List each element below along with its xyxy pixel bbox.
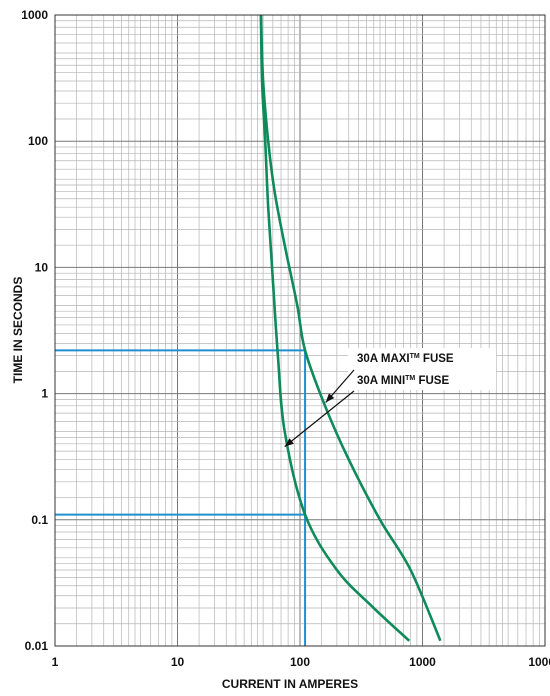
annotation-background (348, 348, 496, 390)
y-tick-label: 100 (28, 134, 48, 148)
series-line-mini-fuse (259, 14, 411, 642)
x-tick-label: 1000 (409, 655, 436, 669)
annotation-arrowhead (325, 393, 335, 403)
annotation-mini-fuse: 30A MINITM FUSE (357, 375, 449, 387)
y-tick-label: 0.01 (25, 639, 49, 653)
annotation-arrowhead (284, 438, 294, 447)
ticks: 1 10 100 1000 10000 0.01 0.1 1 10 100 1000 (21, 8, 550, 669)
x-tick-label: 1 (52, 655, 59, 669)
y-tick-label: 1 (41, 387, 48, 401)
annotation-maxi-fuse: 30A MAXITM FUSE (357, 353, 454, 365)
y-tick-label: 0.1 (31, 513, 48, 527)
x-tick-label: 10 (171, 655, 185, 669)
reference-lines (55, 349, 307, 646)
series-line-maxi-fuse (259, 14, 442, 642)
x-tick-label: 100 (290, 655, 310, 669)
series-layer (259, 14, 442, 642)
plot-frame (54, 14, 546, 647)
annotation-arrow-line (284, 390, 355, 448)
y-tick-label: 1000 (21, 8, 48, 22)
annotation-arrows (284, 369, 355, 448)
x-axis-label: CURRENT IN AMPERES (222, 677, 358, 691)
y-axis-label: TIME IN SECONDS (11, 277, 25, 384)
grid (55, 15, 545, 646)
x-tick-label: 10000 (528, 655, 550, 669)
y-tick-label: 10 (35, 260, 49, 274)
